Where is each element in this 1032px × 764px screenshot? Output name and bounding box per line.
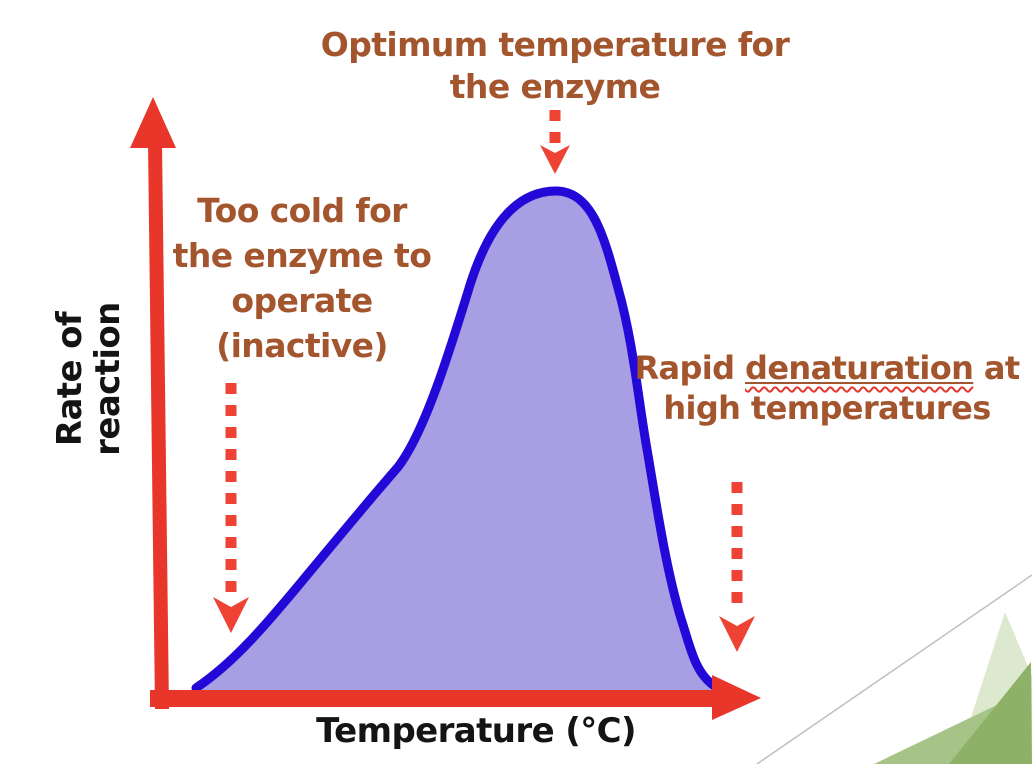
y-axis-arrowhead-icon	[130, 97, 176, 148]
optimum-annotation: Optimum temperature for the enzyme	[295, 24, 815, 108]
axes-arrows	[130, 97, 761, 720]
too-cold-arrowhead-icon	[213, 597, 249, 633]
denaturation-word: denaturation	[745, 349, 974, 387]
too-cold-line1: Too cold for	[197, 191, 407, 230]
y-axis-label-line1: Rate of	[50, 311, 90, 447]
curve-area-fill	[196, 191, 716, 690]
too-cold-line2: the enzyme to	[172, 236, 432, 275]
y-axis-shaft	[148, 142, 169, 709]
too-cold-line3: operate	[231, 281, 373, 320]
corner-decoration	[756, 574, 1032, 764]
y-axis-label-line2: reaction	[88, 302, 128, 456]
y-axis-label: Rate of reaction	[50, 224, 135, 534]
diagonal-line	[756, 574, 1032, 764]
spellcheck-squiggle: denaturation	[745, 349, 974, 387]
denaturation-annotation: Rapid denaturation at high temperatures	[617, 348, 1032, 428]
x-axis-arrowhead-icon	[712, 675, 761, 720]
dark-green-triangle	[949, 662, 1032, 764]
optimum-line1: Optimum temperature for	[320, 25, 790, 64]
denaturation-arrowhead-icon	[719, 616, 755, 652]
denaturation-suffix: at	[973, 349, 1020, 387]
denaturation-line1: Rapid denaturation at	[617, 348, 1032, 388]
curve-line	[191, 186, 721, 693]
too-cold-line4: (inactive)	[216, 326, 388, 365]
denaturation-line2: high temperatures	[663, 389, 991, 427]
x-axis-shaft	[150, 690, 716, 707]
x-axis-label: Temperature (°C)	[316, 711, 636, 751]
optimum-line2: the enzyme	[449, 67, 661, 106]
dashed-arrow-heads	[213, 145, 755, 652]
optimum-arrowhead-icon	[540, 145, 570, 174]
too-cold-annotation: Too cold for the enzyme to operate (inac…	[152, 188, 452, 368]
dashed-arrow-lines	[225, 110, 743, 614]
denaturation-prefix: Rapid	[634, 349, 746, 387]
